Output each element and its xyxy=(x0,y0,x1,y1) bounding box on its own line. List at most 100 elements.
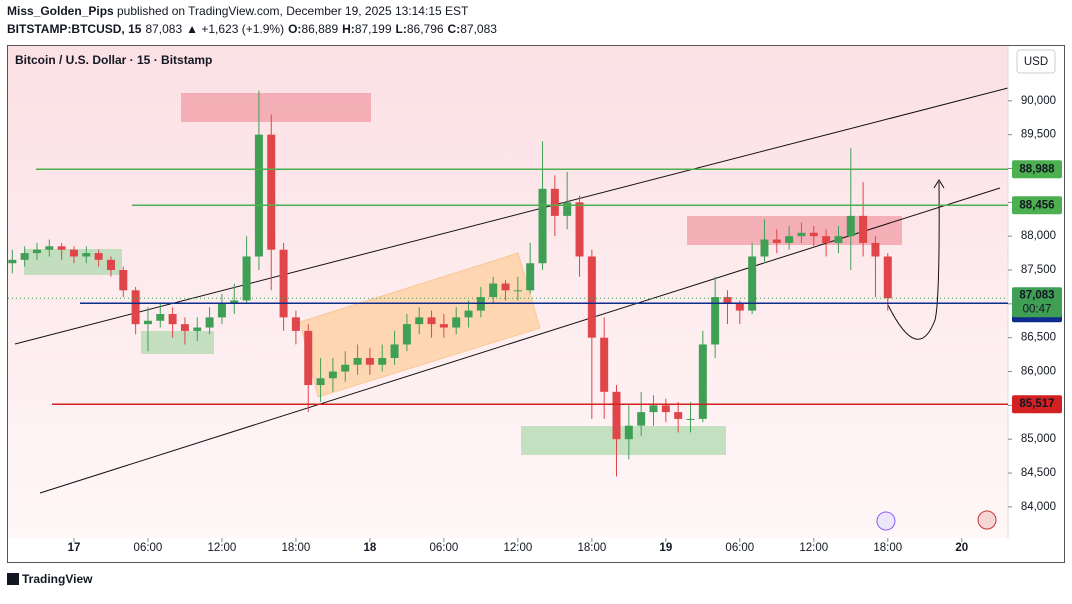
candle-body xyxy=(341,364,350,372)
candle-body xyxy=(834,236,843,243)
change: ▲ +1,623 (+1.9%) xyxy=(186,22,284,36)
logo-mark xyxy=(7,573,19,585)
candle-body xyxy=(143,320,152,325)
demand-zone xyxy=(521,426,726,455)
level-label: 85,517 xyxy=(1019,398,1054,410)
candle-body xyxy=(316,378,325,386)
x-tick-label: 06:00 xyxy=(134,542,163,554)
candle-body xyxy=(661,405,670,413)
y-tick-label: 88,000 xyxy=(1021,230,1056,242)
currency-button[interactable] xyxy=(1016,49,1056,74)
candle-body xyxy=(217,303,226,318)
candle-body xyxy=(624,425,633,440)
candle-body xyxy=(612,391,621,440)
logo: TradingView xyxy=(7,572,93,586)
y-tick-label: 85,000 xyxy=(1021,433,1056,445)
x-tick-label: 20 xyxy=(955,542,968,554)
candle-body xyxy=(353,357,362,365)
candle-body xyxy=(8,259,17,264)
author: Miss_Golden_Pips xyxy=(7,4,114,18)
candle-body xyxy=(328,371,337,379)
candle-body xyxy=(563,202,572,216)
candle-body xyxy=(846,215,855,237)
countdown: 00:47 xyxy=(1023,303,1052,315)
candle-body xyxy=(464,310,473,318)
x-tick-label: 19 xyxy=(659,542,672,554)
candle-body xyxy=(723,297,732,304)
arrow-head xyxy=(933,179,945,189)
supply-zone xyxy=(687,216,902,245)
candle-body xyxy=(748,256,757,311)
candle-body xyxy=(871,242,880,257)
chart-title: Bitcoin / U.S. Dollar · 15 · Bitstamp xyxy=(15,53,212,67)
projection-arrow xyxy=(887,181,940,340)
candle-body xyxy=(674,412,683,419)
candle-body xyxy=(600,337,609,392)
level-label: 88,988 xyxy=(1019,163,1055,175)
symbol: BITSTAMP:BTCUSD, 15 xyxy=(7,22,142,36)
candle-body xyxy=(94,253,103,260)
candle-body xyxy=(797,232,806,237)
x-tick-label: 06:00 xyxy=(725,542,754,554)
y-tick-label: 86,500 xyxy=(1021,332,1056,344)
x-tick-label: 18:00 xyxy=(282,542,311,554)
candle-body xyxy=(365,357,374,365)
ohlc-value: 86,796 xyxy=(407,22,444,36)
last-price-box xyxy=(1012,287,1062,318)
candle-body xyxy=(822,236,831,243)
candle-body xyxy=(156,313,165,321)
candle-body xyxy=(711,297,720,345)
x-tick-label: 06:00 xyxy=(429,542,458,554)
candle-body xyxy=(513,290,522,292)
candle-body xyxy=(131,290,140,325)
ohlc-key: L: xyxy=(396,22,407,36)
ohlc-value: 87,199 xyxy=(355,22,392,36)
supply-zone xyxy=(181,93,371,122)
y-tick-label: 84,500 xyxy=(1021,467,1056,479)
y-tick-label: 87,500 xyxy=(1021,264,1056,276)
candle-body xyxy=(119,270,128,291)
x-tick-label: 12:00 xyxy=(799,542,828,554)
x-tick-label: 12:00 xyxy=(208,542,237,554)
candle-body xyxy=(180,324,189,331)
event-icon[interactable] xyxy=(977,510,997,530)
y-tick-label: 90,000 xyxy=(1021,95,1056,107)
candle-body xyxy=(649,405,658,413)
last-price-label: 87,083 xyxy=(1019,289,1054,301)
x-tick-label: 17 xyxy=(68,542,81,554)
candle-body xyxy=(883,256,892,299)
ohlc-value: 86,889 xyxy=(301,22,338,36)
level-label-box xyxy=(1012,160,1062,179)
candle-body xyxy=(575,202,584,257)
candles xyxy=(8,90,892,477)
candle-body xyxy=(550,188,559,216)
ohlc-key: C: xyxy=(448,22,461,36)
level-label: 88,456 xyxy=(1019,199,1054,211)
candle-body xyxy=(69,249,78,257)
y-tick-label: 89,500 xyxy=(1021,129,1056,141)
candle-body xyxy=(427,317,436,325)
candle-body xyxy=(526,263,535,291)
candle-body xyxy=(378,357,387,365)
candle-body xyxy=(785,236,794,243)
candle-body xyxy=(106,259,115,271)
candle-body xyxy=(439,324,448,328)
candle-body xyxy=(279,249,288,318)
y-tick-label: 86,000 xyxy=(1021,366,1056,378)
candle-body xyxy=(859,215,868,243)
candle-body xyxy=(402,324,411,345)
candle-body xyxy=(254,134,263,257)
candle-body xyxy=(82,253,91,257)
price: 87,083 xyxy=(145,22,182,36)
y-tick-label: 84,000 xyxy=(1021,501,1056,513)
event-icon[interactable] xyxy=(876,511,896,531)
candle-body xyxy=(452,317,461,328)
candle-body xyxy=(637,412,646,426)
ohlc-key: O: xyxy=(288,22,301,36)
x-tick-label: 18:00 xyxy=(577,542,606,554)
candle-body xyxy=(390,344,399,358)
candle-body xyxy=(735,303,744,311)
candle-body xyxy=(230,300,239,304)
candle-body xyxy=(809,232,818,237)
